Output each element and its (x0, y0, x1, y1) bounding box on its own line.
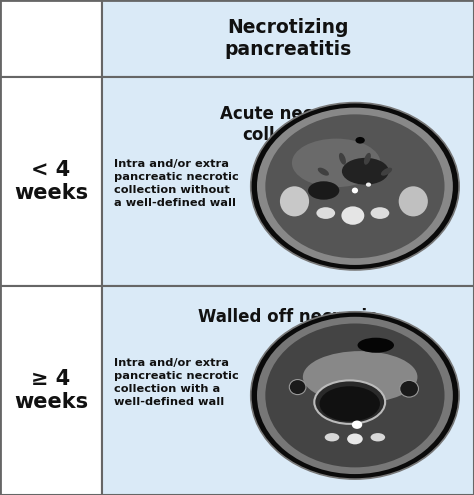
Ellipse shape (357, 338, 394, 353)
Ellipse shape (352, 421, 362, 429)
Ellipse shape (265, 114, 445, 258)
Ellipse shape (292, 139, 381, 187)
Text: Intra and/or extra
pancreatic necrotic
collection with a
well-defined wall: Intra and/or extra pancreatic necrotic c… (114, 358, 239, 407)
Ellipse shape (318, 168, 329, 176)
Text: < 4
weeks: < 4 weeks (14, 160, 88, 203)
Ellipse shape (371, 207, 389, 219)
Ellipse shape (308, 181, 339, 199)
Bar (0, 77, 102, 286)
Text: Walled off necrosis: Walled off necrosis (199, 308, 377, 326)
Bar (0, 0, 102, 77)
Ellipse shape (303, 351, 418, 403)
Ellipse shape (399, 186, 428, 216)
Text: Intra and/or extra
pancreatic necrotic
collection without
a well-defined wall: Intra and/or extra pancreatic necrotic c… (114, 159, 239, 208)
Ellipse shape (371, 433, 385, 442)
Ellipse shape (251, 102, 459, 270)
Ellipse shape (289, 380, 306, 395)
Ellipse shape (257, 317, 453, 474)
Ellipse shape (381, 168, 392, 176)
Ellipse shape (347, 434, 363, 445)
Ellipse shape (316, 207, 335, 219)
Bar (102, 77, 474, 286)
Text: ≥ 4
weeks: ≥ 4 weeks (14, 369, 88, 412)
Text: Necrotizing
pancreatitis: Necrotizing pancreatitis (224, 18, 352, 59)
Ellipse shape (339, 153, 346, 165)
Ellipse shape (342, 158, 389, 185)
Ellipse shape (314, 380, 385, 424)
Ellipse shape (341, 206, 365, 225)
Bar (0, 286, 102, 495)
Ellipse shape (356, 137, 365, 144)
Ellipse shape (366, 183, 371, 187)
Ellipse shape (251, 312, 459, 479)
Ellipse shape (257, 107, 453, 265)
Ellipse shape (319, 386, 380, 421)
Ellipse shape (364, 153, 371, 165)
Ellipse shape (265, 324, 445, 467)
Bar (102, 0, 474, 77)
Bar (102, 286, 474, 495)
Ellipse shape (352, 188, 358, 194)
Ellipse shape (400, 380, 419, 397)
Text: Acute necrotic
collection: Acute necrotic collection (220, 105, 356, 144)
Ellipse shape (280, 186, 309, 216)
Ellipse shape (325, 433, 339, 442)
